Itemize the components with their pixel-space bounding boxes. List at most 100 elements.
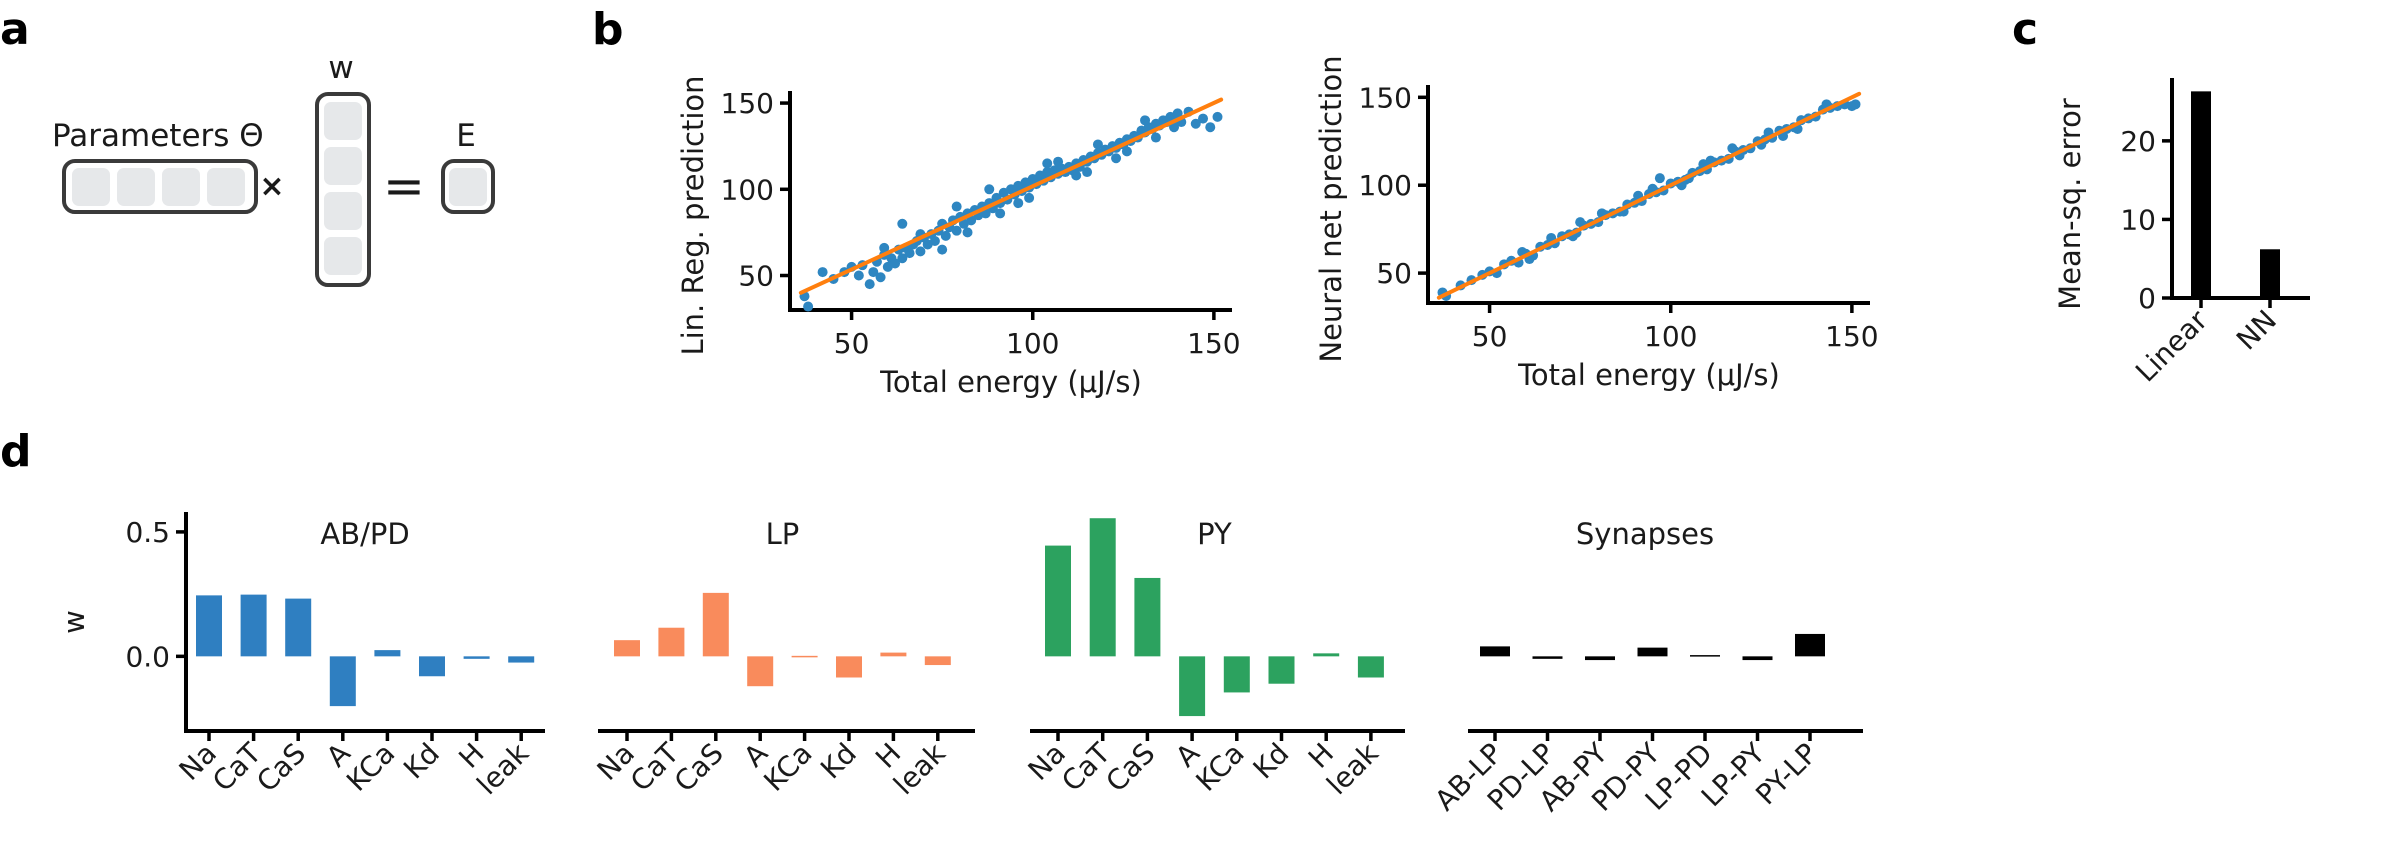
scatter-point [1111,153,1122,164]
scatter-point [875,272,886,283]
scatter-point [1654,173,1665,184]
bar [1585,656,1615,661]
y-tick-label: 0 [2138,282,2156,315]
scatter-linear-regression: 50 100 150 50 100 150 Total energy (μJ/s) Lin. … [676,75,1241,399]
scatter-point [1575,217,1586,228]
scatter-point [1071,170,1082,181]
params-cell [207,168,245,206]
y-tick-label: 0.5 [125,516,170,549]
panel-a-label: a [0,4,30,55]
group-title: AB/PD [320,517,409,551]
x-axis-label: Total energy (μJ/s) [879,365,1142,399]
scatter-neural-net: 50 100 150 50 100 150 Total energy (μJ/s) Neura… [1314,55,1879,392]
bar [614,640,640,657]
scatter-point [1092,139,1103,150]
scatter-point [1198,113,1209,124]
scatter-point [868,267,879,278]
y-tick-label: 50 [738,260,774,293]
x-tick-label: 150 [1187,327,1240,360]
scatter-point [1082,167,1093,178]
y-tick-label: 50 [1376,257,1412,290]
scatter-point [897,253,908,264]
y-axis-label: Neural net prediction [1314,55,1348,362]
y-tick-label: 0.0 [125,640,170,673]
bar [1637,647,1668,657]
panel-a-schematic: Parameters Θ × w = E [52,50,495,287]
x-tick-label: Kd [397,737,446,786]
bar [1532,656,1563,659]
scatter-point [995,208,1006,219]
x-tick-label: CaS [668,737,730,799]
y-tick-label: 20 [2120,125,2156,158]
bar [2191,91,2211,298]
bar [329,656,356,707]
scatter-point [1169,122,1180,133]
group-title: LP [766,517,800,551]
times-sign: × [259,169,284,204]
scatter-point [915,246,926,257]
bar [1795,633,1825,657]
x-tick-label: 50 [1472,320,1508,353]
x-tick-label: NN [2230,304,2283,357]
bar [374,650,401,657]
bar [924,656,951,666]
y-axis-label: Lin. Reg. prediction [676,75,710,355]
x-tick-label: 100 [1644,320,1697,353]
scatter-point [1042,158,1053,169]
scatter-point [817,267,828,278]
x-tick-label: Kd [814,737,863,786]
bar [1089,518,1116,657]
bar [2260,249,2280,298]
scatter-point [1053,156,1064,167]
y-tick-label: 100 [721,173,774,206]
scatter-point [879,242,890,253]
bar [1223,656,1250,693]
scatter-point [1140,115,1151,126]
scatter-point [1212,111,1223,122]
bar [1045,545,1071,657]
scatter-point [940,230,951,241]
w-cell [324,237,362,275]
x-tick-label: CaS [1099,737,1161,799]
bar [1480,646,1510,657]
scatter-point [1121,146,1132,157]
e-label: E [456,118,476,154]
scatter-point [1727,143,1738,154]
scatter-point [1172,108,1183,119]
bar [240,594,267,657]
equals-sign: = [383,157,425,215]
x-tick-label: leak [1320,736,1385,801]
bar [1313,653,1340,657]
w-cell [324,147,362,185]
bar [1690,655,1720,657]
bar [508,656,535,663]
scatter-point [864,279,875,290]
x-axis-label: Total energy (μJ/s) [1517,358,1780,392]
x-tick-label: Kd [1247,737,1296,786]
fit-line [1436,91,1862,300]
scatter-point [904,248,915,259]
bar [702,592,729,657]
group-title: Synapses [1576,517,1714,551]
bar [658,627,685,657]
bar [1134,577,1161,657]
bar [1742,656,1773,661]
bar [463,656,490,659]
scatter-point [962,227,973,238]
scatter-point [1850,99,1861,110]
mse-bar-chart: 0 10 20 Linear NN Mean-sq. error [2053,78,2310,388]
x-tick-label: 150 [1825,320,1878,353]
scatter-point [1150,132,1161,143]
scatter-point [897,218,908,229]
bar [880,652,907,657]
e-cell [449,168,487,206]
scatter-point [853,270,864,281]
bar [1357,656,1384,678]
scatter-point [929,236,940,247]
y-axis-label: w [57,610,91,634]
scatter-point [1013,198,1024,209]
x-tick-label: KCa [757,737,818,798]
scatter-point [1205,122,1216,133]
